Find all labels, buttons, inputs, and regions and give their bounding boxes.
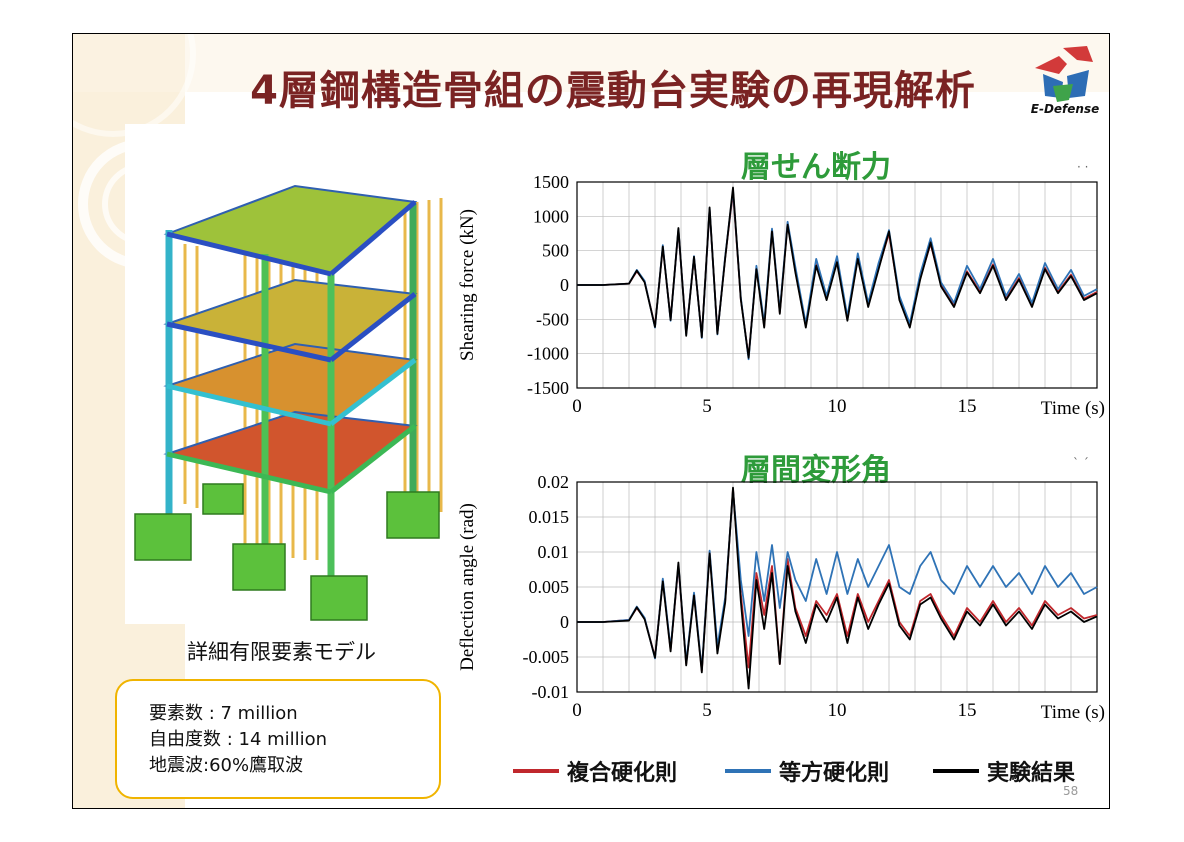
y-tick-label: 0.02	[538, 472, 570, 492]
x-tick-label: 15	[958, 396, 977, 417]
x-axis-label: Time (s)	[1041, 398, 1105, 419]
slide-title: 4層鋼構造骨組の震動台実験の再現解析	[250, 68, 976, 114]
legend-swatch-combined	[513, 769, 559, 773]
chart-title-shear: 層せん断力	[741, 150, 891, 185]
legend-label-isotropic: 等方硬化則	[779, 761, 890, 786]
model-caption: 詳細有限要素モデル	[187, 640, 376, 664]
info-elements: 要素数 : 7 million	[149, 703, 298, 724]
logo-text: E-Defense	[1030, 102, 1100, 116]
x-tick-label: 5	[702, 700, 712, 721]
chart-legend: 複合硬化則 等方硬化則 実験結果	[513, 756, 1109, 786]
fe-model-figure	[125, 124, 451, 624]
steel-frame-model-image	[134, 184, 443, 621]
decorative-dots: ` ´	[1073, 456, 1089, 470]
y-tick-label: -0.01	[532, 682, 570, 702]
y-tick-label: 0.01	[538, 542, 570, 562]
legend-item-combined: 複合硬化則	[513, 756, 677, 786]
x-axis-label: Time (s)	[1041, 702, 1105, 723]
x-tick-label: 10	[828, 700, 847, 721]
y-tick-label: -1500	[527, 378, 569, 398]
x-tick-label: 10	[828, 396, 847, 417]
info-dof: 自由度数 : 14 million	[149, 729, 328, 750]
y-tick-label: 1000	[533, 206, 569, 226]
x-tick-label: 5	[702, 396, 712, 417]
x-tick-label: 0	[572, 700, 582, 721]
legend-label-combined: 複合硬化則	[567, 761, 678, 786]
y-tick-label: 0	[560, 612, 569, 632]
legend-swatch-experiment	[933, 769, 979, 773]
y-axis-label: Deflection angle (rad)	[457, 503, 478, 671]
slide: 4層鋼構造骨組の震動台実験の再現解析 E-Defense	[72, 33, 1110, 809]
y-tick-label: -500	[536, 309, 569, 329]
y-tick-label: -1000	[527, 344, 569, 364]
chart-grid	[576, 181, 1098, 389]
series-line	[577, 186, 1098, 359]
y-tick-label: 1500	[533, 172, 569, 192]
y-axis-label: Shearing force (kN)	[457, 209, 478, 361]
legend-label-experiment: 実験結果	[987, 761, 1076, 786]
y-tick-label: 500	[542, 241, 569, 261]
x-tick-label: 0	[572, 396, 582, 417]
y-tick-label: 0.005	[529, 577, 570, 597]
legend-item-isotropic: 等方硬化則	[725, 756, 889, 786]
y-tick-label: 0.015	[529, 507, 570, 527]
chart-grid	[576, 481, 1098, 693]
legend-swatch-isotropic	[725, 769, 771, 773]
info-wave: 地震波:60%鷹取波	[149, 755, 304, 776]
legend-item-experiment: 実験結果	[933, 756, 1075, 786]
decorative-dots: · ·	[1077, 160, 1089, 174]
x-tick-label: 15	[958, 700, 977, 721]
e-defense-logo-icon	[1035, 46, 1093, 102]
page-number: 58	[1063, 784, 1079, 798]
y-tick-label: -0.005	[523, 647, 570, 667]
y-tick-label: 0	[560, 275, 569, 295]
model-info-box: 要素数 : 7 million 自由度数 : 14 million 地震波:60…	[115, 679, 441, 799]
series-line	[577, 486, 1098, 690]
